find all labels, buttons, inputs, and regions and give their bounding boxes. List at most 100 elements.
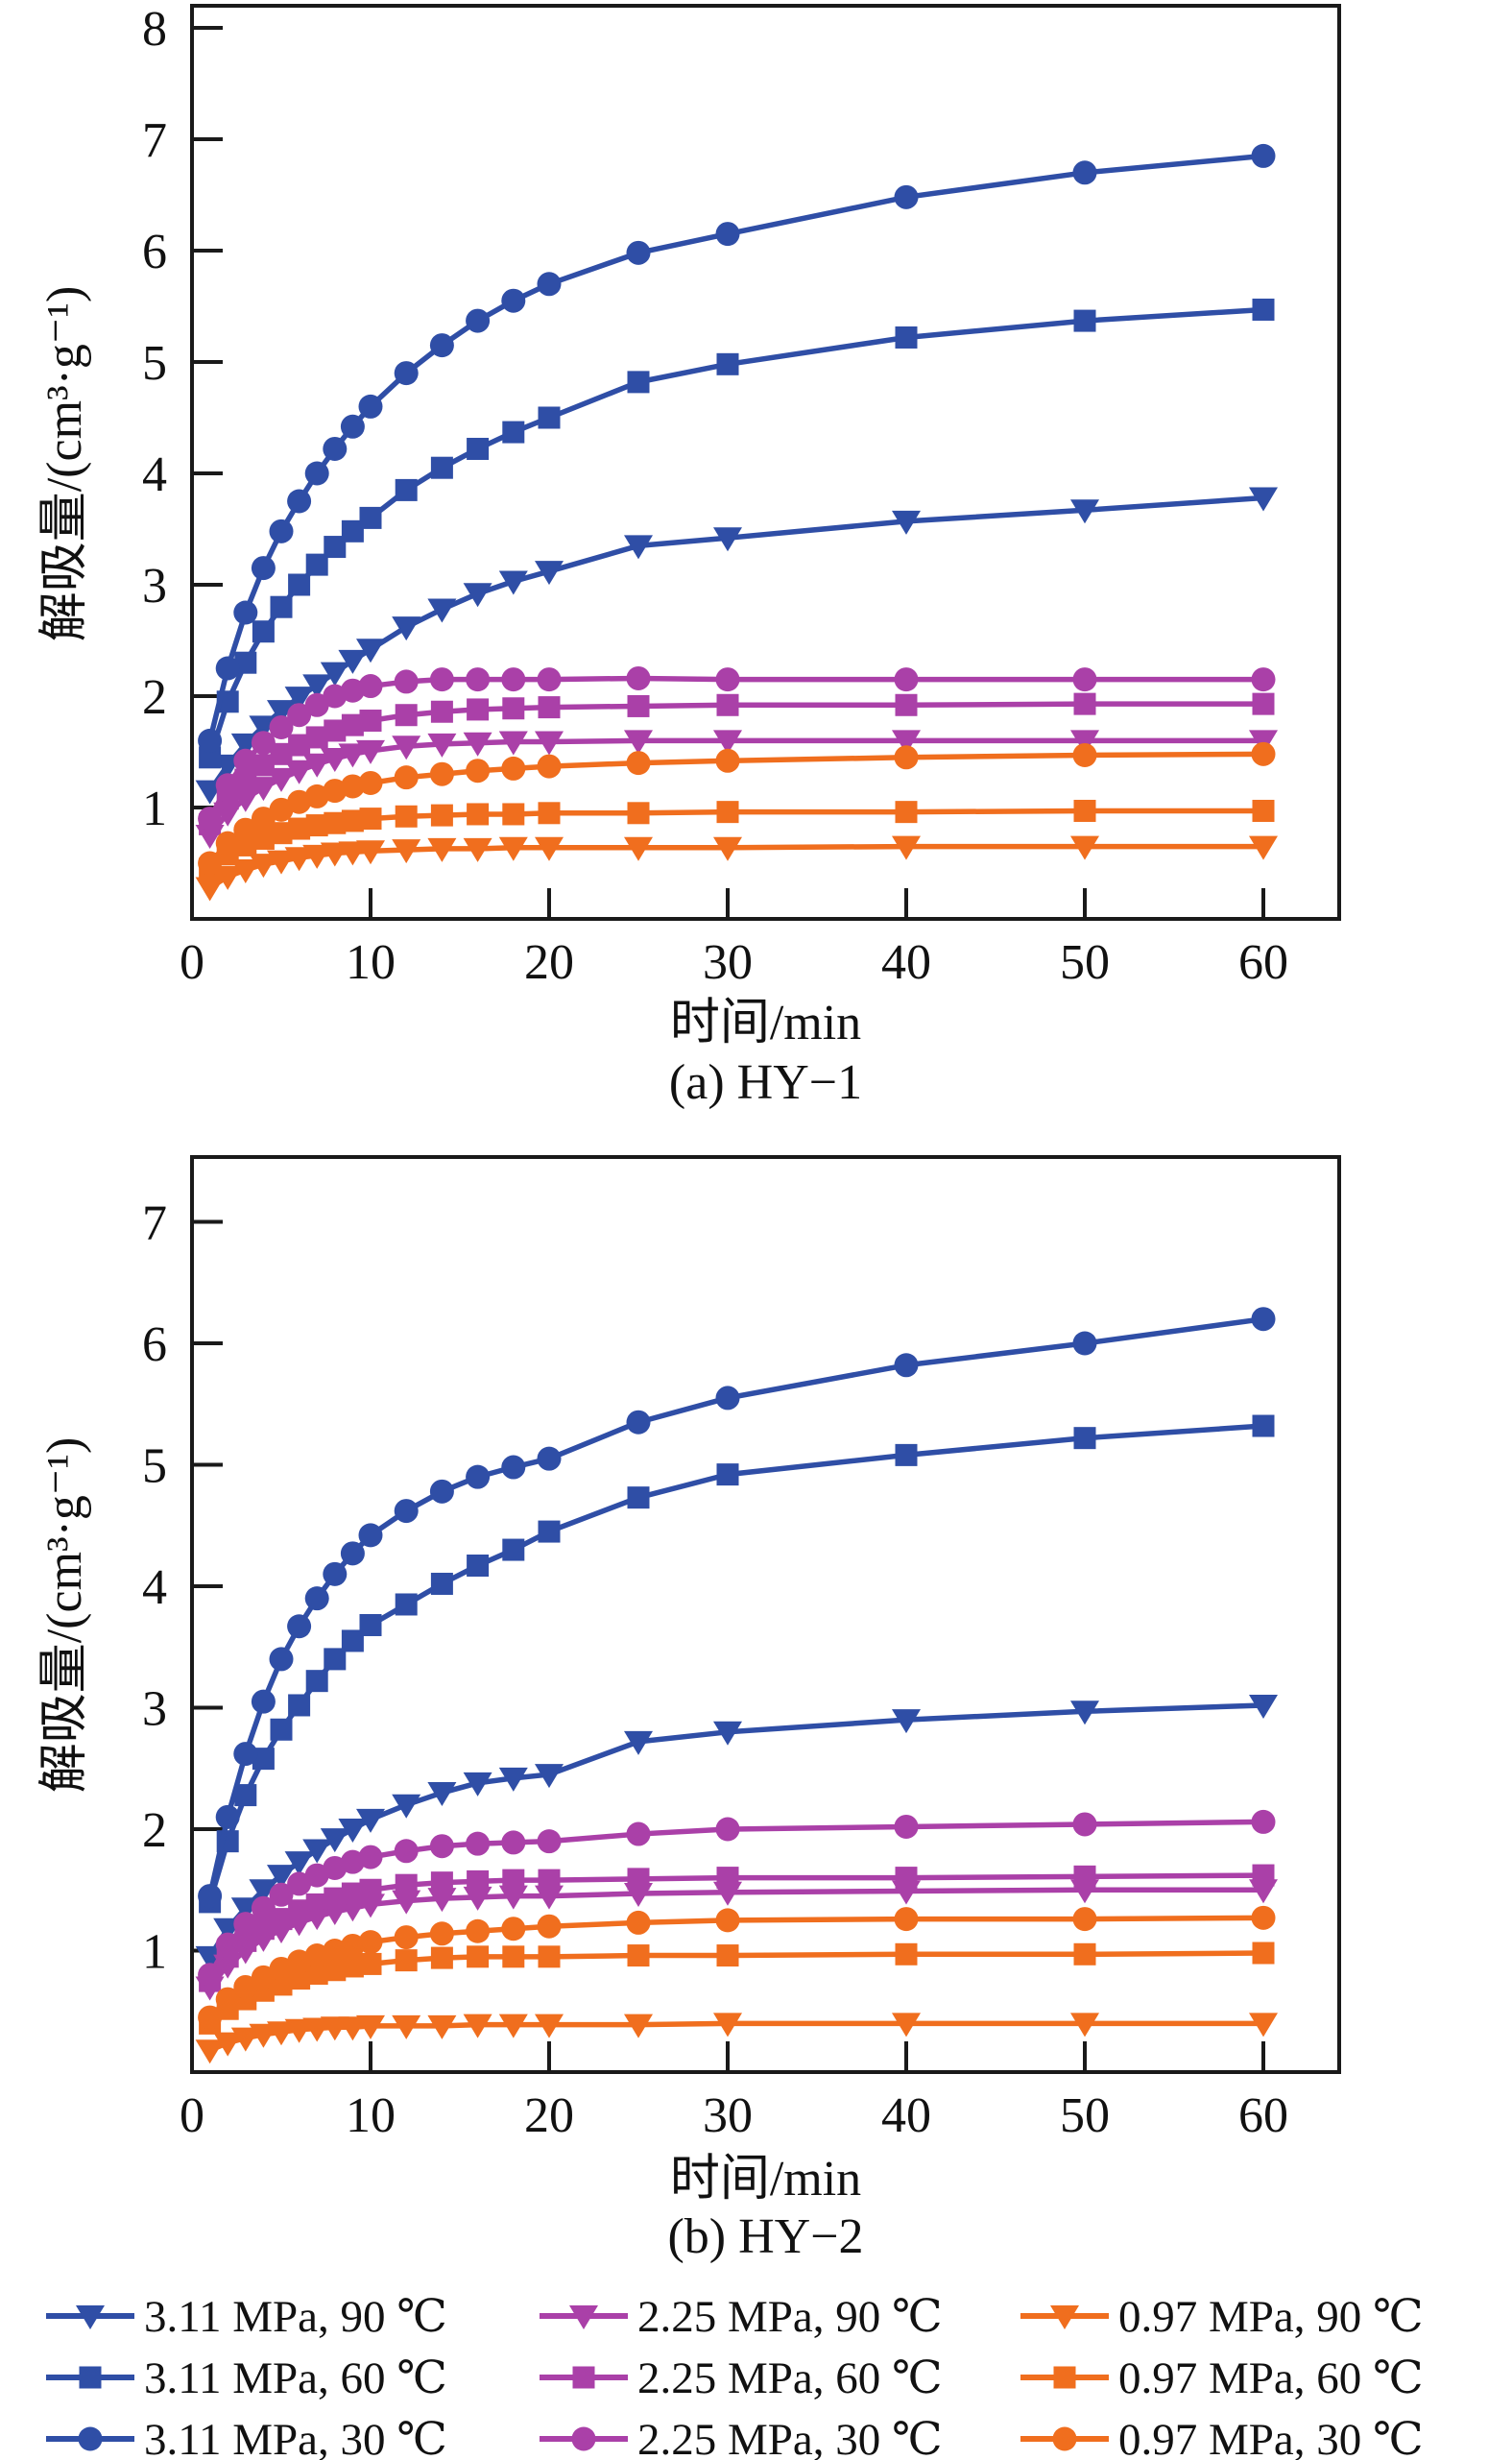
series-marker <box>1252 1941 1275 1965</box>
series-marker <box>394 1925 419 1950</box>
y-tick-label: 5 <box>142 1439 167 1494</box>
series-marker <box>356 2014 385 2039</box>
legend-square-icon <box>572 2366 595 2389</box>
series-marker <box>498 836 528 861</box>
series-marker <box>498 1885 528 1910</box>
series-marker <box>537 1446 562 1471</box>
series-marker <box>394 765 419 790</box>
series-marker <box>356 840 385 865</box>
series-marker <box>392 2014 421 2039</box>
series-marker <box>895 801 918 824</box>
series-marker <box>1251 1809 1276 1834</box>
series-marker <box>359 710 382 733</box>
y-tick-label: 4 <box>142 1560 167 1615</box>
series-marker <box>502 697 525 720</box>
legend-label: 0.97 MPa, 90 ℃ <box>1118 2292 1424 2342</box>
y-tick-label: 3 <box>142 559 167 614</box>
series-marker <box>626 751 651 776</box>
y-tick-label: 2 <box>142 1803 167 1858</box>
series-marker <box>341 1629 364 1652</box>
x-axis-label-panel-b: 时间/min <box>669 2152 862 2207</box>
series-marker <box>502 1538 525 1561</box>
legend-circle-icon <box>78 2426 103 2451</box>
series-marker <box>1252 1864 1275 1887</box>
series-marker <box>713 730 742 755</box>
series-marker <box>1072 667 1097 692</box>
series-marker <box>358 770 383 795</box>
series-marker <box>252 754 275 777</box>
series-marker <box>287 703 312 728</box>
series-marker <box>498 1767 528 1792</box>
series-marker <box>338 2016 368 2041</box>
series-marker <box>198 1884 223 1909</box>
series-marker <box>287 489 312 514</box>
series-marker <box>233 817 258 842</box>
series-marker <box>284 687 314 711</box>
series-marker <box>429 1834 454 1859</box>
series-marker <box>430 456 453 479</box>
x-tick-label: 0 <box>180 2088 204 2143</box>
series-marker <box>716 693 739 716</box>
series-marker <box>356 1808 385 1833</box>
series-marker <box>302 844 332 869</box>
series-marker <box>894 745 919 770</box>
series-marker <box>234 1929 257 1952</box>
series-marker <box>267 1865 296 1890</box>
x-axis-label-panel-a: 时间/min <box>669 996 862 1050</box>
series-marker <box>1072 1812 1097 1837</box>
series-marker <box>626 665 651 690</box>
y-tick-label: 7 <box>142 1196 167 1251</box>
series-marker <box>466 667 491 692</box>
y-axis-label-panel-b: 解吸量/(cm³·g⁻¹) <box>37 1436 92 1794</box>
series-marker <box>892 730 921 755</box>
legend-label: 0.97 MPa, 60 ℃ <box>1118 2353 1424 2403</box>
series-marker <box>466 759 491 784</box>
series-marker <box>288 1899 311 1922</box>
series-marker <box>535 836 564 861</box>
x-tick-label: 40 <box>881 2088 931 2143</box>
y-tick-label: 2 <box>142 670 167 725</box>
series-marker <box>252 1748 275 1771</box>
series-marker <box>430 1946 453 1969</box>
series-marker <box>538 1945 561 1968</box>
series-marker <box>198 851 223 876</box>
series-marker <box>624 836 653 861</box>
series-marker <box>894 1907 919 1932</box>
series-marker <box>467 437 490 460</box>
series-marker <box>1072 1331 1097 1356</box>
legend-label: 2.25 MPa, 60 ℃ <box>637 2353 943 2403</box>
series-marker <box>284 847 314 872</box>
series-marker <box>1073 309 1096 332</box>
series-marker <box>324 719 347 742</box>
series-marker <box>626 1821 651 1846</box>
legend-square-icon <box>79 2366 102 2389</box>
series-marker <box>269 1647 294 1672</box>
series-marker <box>467 803 490 826</box>
series-marker <box>341 809 364 832</box>
series-marker <box>394 1839 419 1864</box>
series-marker <box>341 713 364 736</box>
series-marker <box>502 1945 525 1968</box>
legend-label: 3.11 MPa, 90 ℃ <box>144 2292 447 2342</box>
x-tick-label: 60 <box>1238 935 1288 990</box>
series-marker <box>624 730 653 755</box>
series-marker <box>1249 835 1278 860</box>
series-marker <box>1072 160 1097 185</box>
series-marker <box>395 1873 418 1896</box>
series-marker <box>213 2032 243 2057</box>
series-marker <box>427 837 457 862</box>
series-marker <box>215 1987 240 2012</box>
series-marker <box>234 768 257 791</box>
legend-square-icon <box>1053 2366 1076 2389</box>
plot-frame <box>190 4 1341 921</box>
series-marker <box>895 693 918 716</box>
series-marker <box>358 1845 383 1869</box>
x-tick-label: 10 <box>346 935 396 990</box>
series-marker <box>340 774 365 799</box>
series-marker <box>305 726 328 749</box>
series-marker <box>538 1520 561 1543</box>
series-marker <box>894 667 919 692</box>
series-marker <box>394 1499 419 1524</box>
series-marker <box>501 1830 526 1855</box>
series-marker <box>463 732 492 757</box>
